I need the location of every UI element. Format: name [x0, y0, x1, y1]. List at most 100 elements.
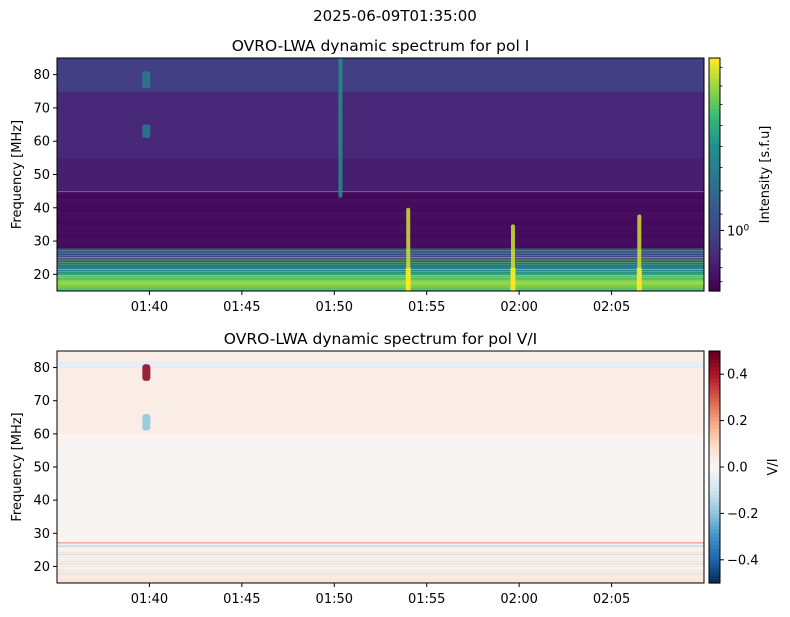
colorbar-segment	[709, 77, 720, 82]
colorbar-segment	[709, 412, 720, 418]
colorbar-segment	[709, 362, 720, 368]
x-tick-label: 01:55	[408, 300, 445, 315]
y-tick-label: 20	[33, 268, 50, 283]
x-tick-label: 01:50	[316, 300, 353, 315]
colorbar-segment	[709, 143, 720, 148]
colorbar: −0.4 −0.2 0.0 0.2 0.4 V/I	[708, 350, 781, 584]
colorbar-segment	[709, 112, 720, 117]
colorbar-segment	[709, 563, 720, 569]
colorbar-segment	[709, 158, 720, 164]
colorbar-segment	[709, 517, 720, 522]
colorbar-segment	[709, 555, 720, 561]
x-tick-label: 01:45	[223, 592, 260, 607]
burst-core	[636, 267, 642, 291]
burst-feature	[338, 58, 343, 198]
colorbar-segment	[709, 166, 720, 172]
colorbar-segment	[709, 509, 720, 514]
colorbar-segment	[709, 135, 720, 141]
y-tick-label: 30	[33, 527, 50, 542]
y-tick-label: 80	[33, 361, 50, 376]
colorbar-segment	[709, 205, 720, 211]
colorbar-segment	[709, 131, 720, 137]
colorbar-segment	[709, 174, 720, 179]
colorbar-segment	[709, 81, 720, 86]
colorbar-segment	[709, 521, 720, 526]
colorbar-segment	[709, 443, 720, 449]
colorbar-segment	[709, 567, 720, 572]
colorbar-tick-label: 0.0	[727, 461, 748, 476]
colorbar-segment	[709, 470, 720, 476]
colorbar-segment	[709, 193, 720, 199]
colorbar-segment	[709, 256, 720, 261]
colorbar-segment	[709, 162, 720, 168]
colorbar-segment	[709, 536, 720, 542]
colorbar-segment	[709, 385, 720, 391]
colorbar-segment	[709, 439, 720, 445]
colorbar-segment	[709, 228, 720, 234]
colorbar-segment	[709, 236, 720, 242]
y-tick-label: 20	[33, 560, 50, 575]
colorbar-segment	[709, 267, 720, 273]
y-tick-label: 50	[33, 168, 50, 183]
colorbar-tick-label: 0.4	[727, 368, 748, 383]
colorbar-segment	[709, 120, 720, 125]
colorbar-segment	[709, 232, 720, 238]
colorbar-segment	[709, 420, 720, 426]
x-tick-label: 02:05	[593, 592, 630, 607]
colorbar-segment	[709, 197, 720, 203]
colorbar-segment	[709, 552, 720, 557]
colorbar-segment	[709, 436, 720, 441]
x-tick-label: 01:50	[316, 592, 353, 607]
colorbar-segment	[709, 201, 720, 207]
heatmap-image	[57, 58, 704, 291]
colorbar-segment	[709, 401, 720, 406]
y-axis-label: Frequency [MHz]	[10, 120, 25, 229]
colorbar-label: Intensity [s.f.u]	[758, 126, 773, 224]
colorbar-segment	[709, 151, 720, 156]
burst-feature	[142, 71, 151, 88]
colorbar-segment	[709, 451, 720, 456]
figure-suptitle: 2025-06-09T01:35:00	[313, 7, 477, 25]
colorbar-segment	[709, 424, 720, 429]
colorbar-segment	[709, 252, 720, 257]
colorbar-segment	[709, 571, 720, 576]
burst-core	[405, 267, 411, 291]
colorbar-segment	[709, 104, 720, 110]
colorbar-segment	[709, 381, 720, 387]
y-tick-label: 40	[33, 201, 50, 216]
colorbar-segment	[709, 275, 720, 280]
colorbar-segment	[709, 279, 720, 284]
y-tick-label: 40	[33, 494, 50, 509]
colorbar-segment	[709, 65, 720, 71]
colorbar-segment	[709, 393, 720, 398]
colorbar-tick-label: −0.4	[727, 553, 759, 568]
colorbar-segment	[709, 548, 720, 553]
panel-2: 20 30 40 50 60 70 80 01:40 01:45 01:50 01:55 02:00 0…	[10, 330, 781, 607]
colorbar-segment	[709, 186, 720, 191]
x-tick-label: 01:55	[408, 592, 445, 607]
colorbar-segment	[709, 244, 720, 249]
colorbar-segment	[709, 486, 720, 491]
y-tick-label: 60	[33, 135, 50, 150]
colorbar-segment	[709, 447, 720, 453]
colorbar-segment	[709, 559, 720, 565]
colorbar-segment	[709, 482, 720, 487]
colorbar-segment	[709, 378, 720, 383]
colorbar-segment	[709, 501, 720, 507]
heatmap-image	[57, 351, 704, 583]
colorbar-segment	[709, 575, 720, 580]
polarization-feature	[142, 364, 151, 381]
colorbar-segment	[709, 374, 720, 379]
axes-title: OVRO-LWA dynamic spectrum for pol V/I	[224, 330, 537, 348]
colorbar-segment	[709, 85, 720, 90]
colorbar-segment	[709, 370, 720, 375]
colorbar-segment	[709, 463, 720, 468]
colorbar-segment	[709, 61, 720, 67]
y-tick-label: 70	[33, 101, 50, 116]
colorbar-segment	[709, 287, 720, 292]
colorbar: 100 Intensity [s.f.u]	[708, 57, 773, 292]
colorbar-segment	[709, 155, 720, 160]
x-tick-label: 01:40	[131, 300, 168, 315]
colorbar-segment	[709, 147, 720, 152]
colorbar-segment	[709, 283, 720, 288]
